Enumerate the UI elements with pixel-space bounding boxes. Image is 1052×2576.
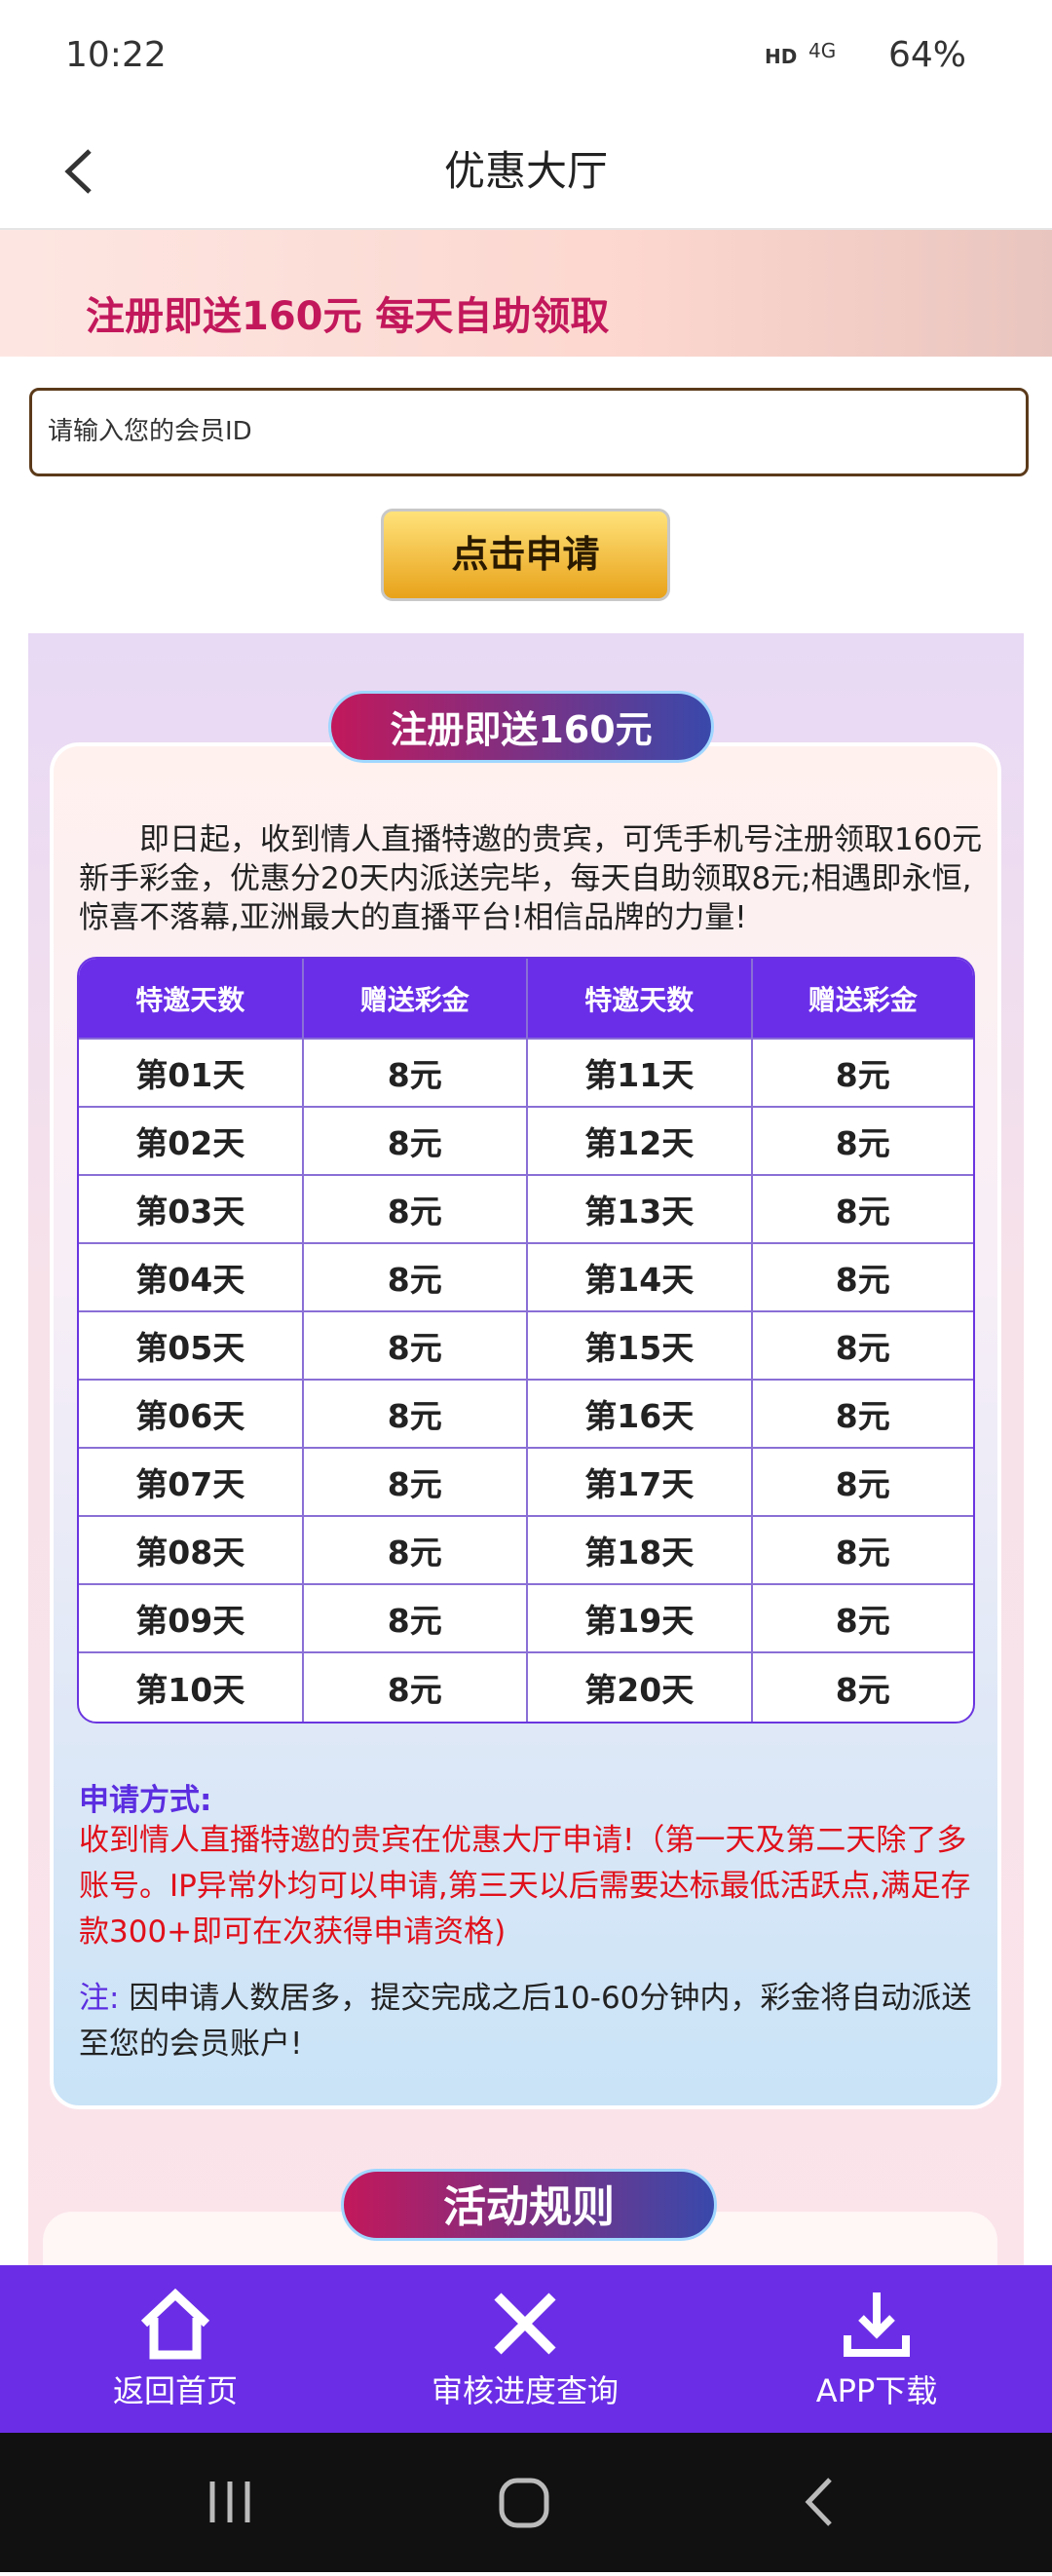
intro-text: 即日起，收到情人直播特邀的贵宾，可凭手机号注册领取160元新手彩金，优惠分20天… xyxy=(79,822,983,935)
table-cell: 8元 xyxy=(752,1381,973,1449)
promo-card: 即日起，收到情人直播特邀的贵宾，可凭手机号注册领取160元新手彩金，优惠分20天… xyxy=(50,742,1001,2109)
table-cell: 第20天 xyxy=(528,1653,753,1722)
table-cell: 8元 xyxy=(752,1108,973,1176)
table-cell: 8元 xyxy=(303,1108,528,1176)
nav-label: 返回首页 xyxy=(112,2372,238,2409)
table-cell: 第05天 xyxy=(79,1312,304,1381)
table-cell: 8元 xyxy=(752,1176,973,1244)
network: HD xyxy=(765,45,798,68)
table-cell: 8元 xyxy=(303,1040,528,1108)
member-id-input[interactable]: 请输入您的会员ID xyxy=(29,388,1029,476)
table-cell: 第18天 xyxy=(528,1517,753,1585)
table-cell: 第11天 xyxy=(528,1040,753,1108)
table-cell: 8元 xyxy=(303,1585,528,1653)
bottom-nav: 返回首页 审核进度查询 APP下载 xyxy=(0,2265,1052,2433)
header: 优惠大厅 xyxy=(0,112,1052,230)
apply-text: 收到情人直播特邀的贵宾在优惠大厅申请!（第一天及第二天除了多账号。IP异常外均可… xyxy=(79,1823,971,1950)
table-row: 第08天 8元 第18天 8元 xyxy=(79,1517,973,1585)
system-nav xyxy=(0,2433,1052,2572)
table-row: 第06天 8元 第16天 8元 xyxy=(79,1381,973,1449)
table-row: 第09天 8元 第19天 8元 xyxy=(79,1585,973,1653)
table-cell: 第16天 xyxy=(528,1381,753,1449)
back-button[interactable] xyxy=(60,147,99,196)
table-row: 第10天 8元 第20天 8元 xyxy=(79,1653,973,1722)
section-ribbon: 注册即送160元 xyxy=(328,691,714,763)
header-cell: 赠送彩金 xyxy=(303,959,528,1040)
table-cell: 第09天 xyxy=(79,1585,304,1653)
table-cell: 8元 xyxy=(303,1381,528,1449)
nav-app[interactable]: APP下载 xyxy=(779,2265,974,2433)
table-row: 第02天 8元 第12天 8元 xyxy=(79,1108,973,1176)
table-cell: 8元 xyxy=(303,1449,528,1517)
rules-ribbon: 活动规则 xyxy=(341,2169,717,2241)
bonus-table: 特邀天数 赠送彩金 特邀天数 赠送彩金 第01天 8元 第11天 8元 第02天 8元 第12天 8元… xyxy=(77,957,975,1724)
table-cell: 第04天 xyxy=(79,1244,304,1312)
table-row: 第07天 8元 第17天 8元 xyxy=(79,1449,973,1517)
apply-label: 申请方式: xyxy=(79,1783,212,1818)
table-cell: 8元 xyxy=(304,1653,528,1722)
table-cell: 8元 xyxy=(303,1517,528,1585)
table-cell: 8元 xyxy=(303,1312,528,1381)
table-cell: 8元 xyxy=(303,1244,528,1312)
table-cell: 8元 xyxy=(835,1671,890,1709)
note-text: 因申请人数居多，提交完成之后10-60分钟内，彩金将自动派送至您的会员账户! xyxy=(79,1981,972,2062)
header-cell: 赠送彩金 xyxy=(752,959,973,1040)
table-cell: 第13天 xyxy=(528,1176,753,1244)
table-cell: 第19天 xyxy=(528,1585,753,1653)
note-label: 注: xyxy=(79,1981,120,2016)
table-cell: 第15天 xyxy=(528,1312,753,1381)
apply-button[interactable]: 点击申请 xyxy=(381,509,670,601)
battery: 64% xyxy=(888,35,967,75)
table-cell: 8元 xyxy=(752,1585,973,1653)
table-cell: 8元 xyxy=(752,1517,973,1585)
header-cell: 特邀天数 xyxy=(528,959,753,1040)
table-cell: 第12天 xyxy=(528,1108,753,1176)
nav-review[interactable]: 审核进度查询 xyxy=(408,2265,642,2433)
table-cell: 8元 xyxy=(752,1040,973,1108)
table-row: 第03天 8元 第13天 8元 xyxy=(79,1176,973,1244)
table-row: 第01天 8元 第11天 8元 xyxy=(79,1040,973,1108)
table-cell: 第03天 xyxy=(79,1176,304,1244)
nav-home[interactable]: 返回首页 xyxy=(78,2265,273,2433)
table-row: 第05天 8元 第15天 8元 xyxy=(79,1312,973,1381)
table-cell: 第14天 xyxy=(528,1244,753,1312)
table-cell: 8元 xyxy=(752,1244,973,1312)
time: 10:22 xyxy=(65,35,167,75)
table-cell: 8元 xyxy=(752,1312,973,1381)
table-header: 特邀天数 赠送彩金 特邀天数 赠送彩金 xyxy=(79,959,973,1040)
header-cell: 特邀天数 xyxy=(79,959,304,1040)
signal: 4G xyxy=(808,39,837,62)
page-title: 优惠大厅 xyxy=(443,147,608,195)
banner-text: 注册即送160元 每天自助领取 xyxy=(86,294,610,339)
table-cell: 第02天 xyxy=(79,1108,304,1176)
banner: 注册即送160元 每天自助领取 xyxy=(0,230,1052,357)
table-row: 第04天 8元 第14天 8元 xyxy=(79,1244,973,1312)
table-cell: 第10天 xyxy=(79,1653,304,1722)
table-cell: 第07天 xyxy=(79,1449,304,1517)
table-cell: 第08天 xyxy=(79,1517,304,1585)
table-cell: 8元 xyxy=(303,1176,528,1244)
nav-label: APP下载 xyxy=(815,2372,938,2409)
table-cell: 第01天 xyxy=(79,1040,304,1108)
nav-label: 审核进度查询 xyxy=(431,2372,619,2409)
table-cell: 第06天 xyxy=(79,1381,304,1449)
table-cell: 第17天 xyxy=(528,1449,753,1517)
status-bar: 10:22 HD 4G 64% xyxy=(0,0,1052,112)
table-cell: 8元 xyxy=(752,1449,973,1517)
